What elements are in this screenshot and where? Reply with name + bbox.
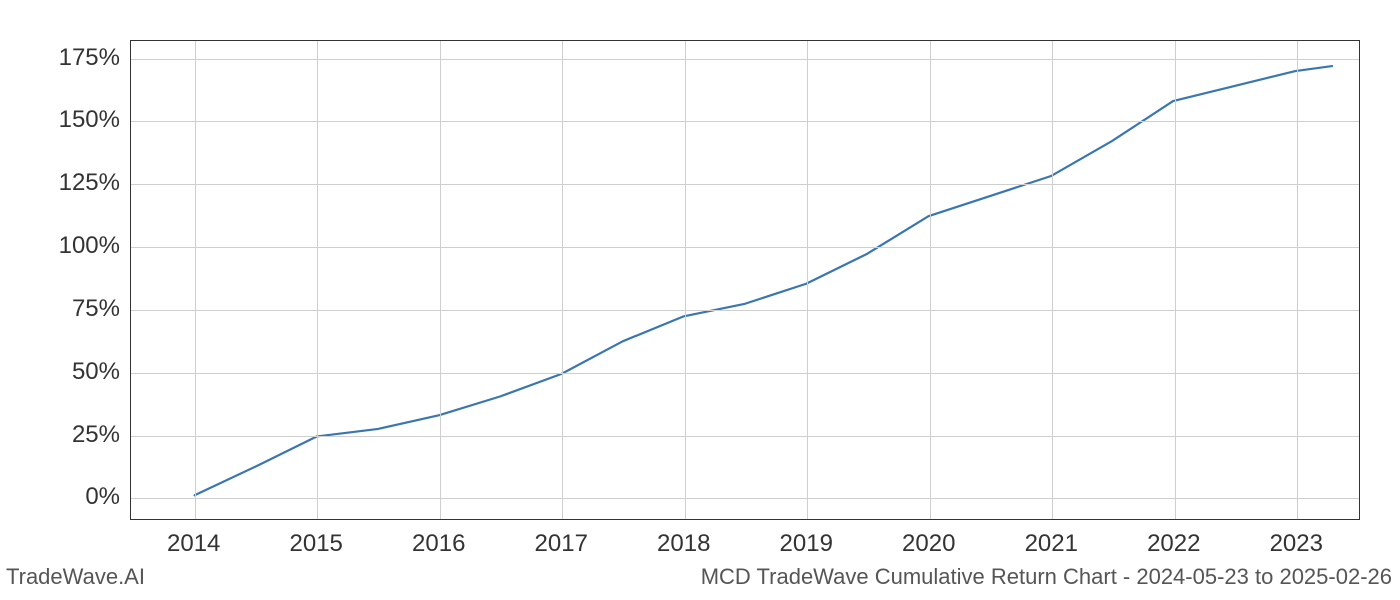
x-tick-label: 2020: [902, 530, 955, 558]
x-tick-label: 2023: [1270, 530, 1323, 558]
return-line: [195, 66, 1332, 495]
grid-line-vertical: [440, 41, 441, 519]
grid-line-vertical: [317, 41, 318, 519]
x-tick-label: 2017: [535, 530, 588, 558]
y-tick-label: 100%: [10, 232, 120, 260]
grid-line-horizontal: [131, 498, 1359, 499]
grid-line-vertical: [685, 41, 686, 519]
x-tick-label: 2022: [1147, 530, 1200, 558]
grid-line-horizontal: [131, 310, 1359, 311]
y-tick-label: 0%: [10, 483, 120, 511]
grid-line-vertical: [1297, 41, 1298, 519]
x-tick-label: 2019: [780, 530, 833, 558]
grid-line-vertical: [1175, 41, 1176, 519]
grid-line-horizontal: [131, 121, 1359, 122]
plot-area: [130, 40, 1360, 520]
x-tick-label: 2015: [290, 530, 343, 558]
grid-line-vertical: [195, 41, 196, 519]
y-tick-label: 125%: [10, 169, 120, 197]
y-tick-label: 150%: [10, 106, 120, 134]
y-tick-label: 25%: [10, 421, 120, 449]
y-tick-label: 175%: [10, 44, 120, 72]
x-tick-label: 2014: [167, 530, 220, 558]
x-tick-label: 2018: [657, 530, 710, 558]
grid-line-vertical: [1052, 41, 1053, 519]
grid-line-horizontal: [131, 373, 1359, 374]
y-tick-label: 50%: [10, 358, 120, 386]
grid-line-horizontal: [131, 184, 1359, 185]
grid-line-horizontal: [131, 436, 1359, 437]
footer-brand: TradeWave.AI: [6, 564, 145, 590]
x-tick-label: 2021: [1025, 530, 1078, 558]
grid-line-vertical: [562, 41, 563, 519]
grid-line-vertical: [930, 41, 931, 519]
x-tick-label: 2016: [412, 530, 465, 558]
chart-container: [130, 40, 1360, 520]
grid-line-vertical: [807, 41, 808, 519]
grid-line-horizontal: [131, 59, 1359, 60]
y-tick-label: 75%: [10, 295, 120, 323]
grid-line-horizontal: [131, 247, 1359, 248]
footer-caption: MCD TradeWave Cumulative Return Chart - …: [701, 564, 1392, 590]
